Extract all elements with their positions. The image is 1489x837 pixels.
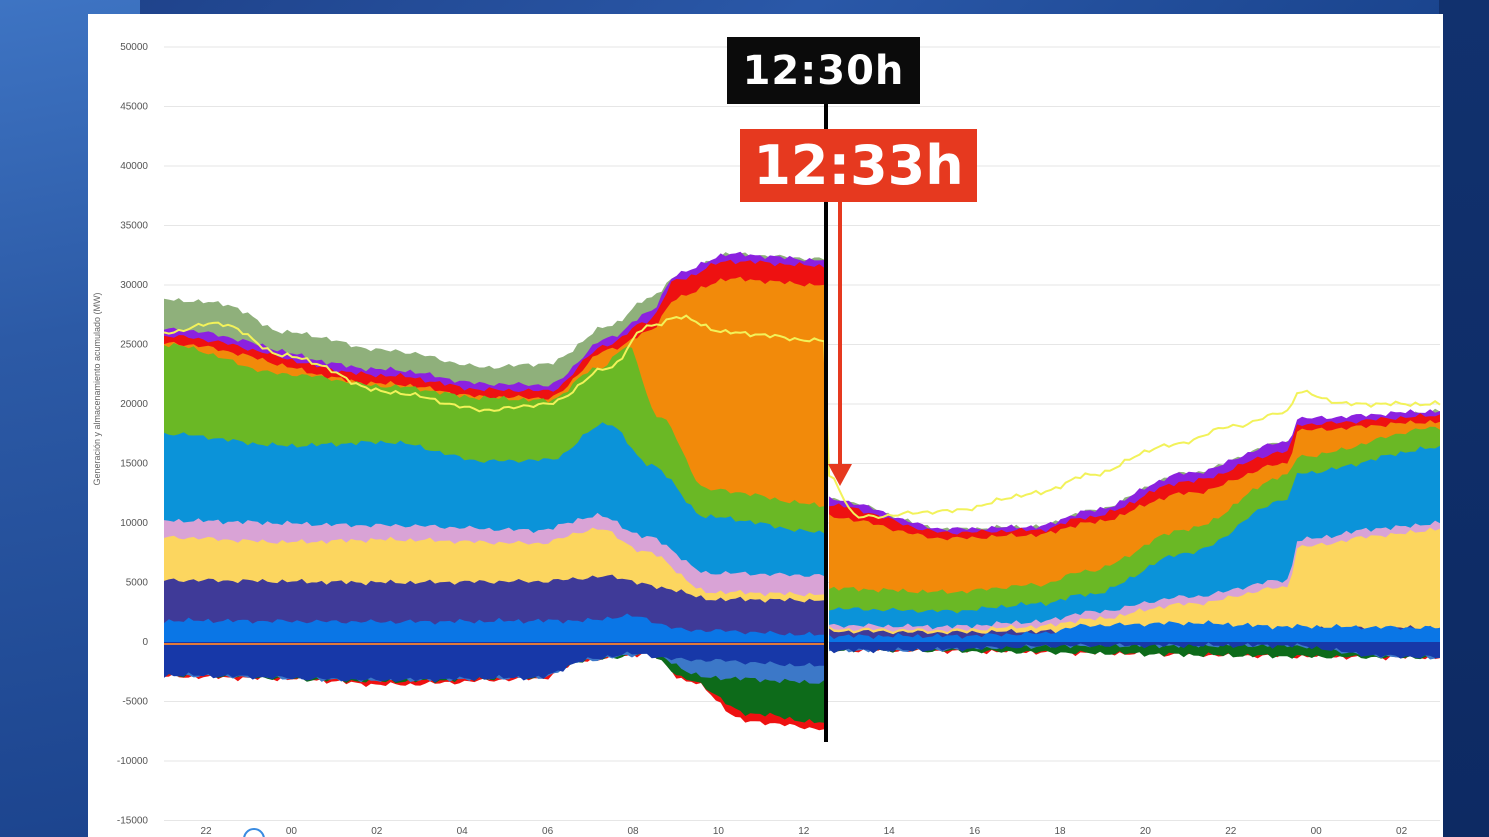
x-tick-label: 16 — [969, 826, 981, 837]
y-tick-label: 10000 — [120, 518, 148, 529]
y-tick-label: 5000 — [126, 578, 149, 589]
x-tick-label: 22 — [200, 826, 212, 837]
x-axis: 22 00 02 04 06 08 10 12 14 16 18 20 22 00 02 — [200, 826, 1408, 837]
x-tick-label: 02 — [371, 826, 383, 837]
x-tick-label: 02 — [1396, 826, 1408, 837]
y-tick-label: -10000 — [117, 756, 149, 767]
time-reported-badge: 12:30h — [727, 37, 920, 104]
time-markers — [824, 102, 852, 742]
y-tick-label: 50000 — [120, 42, 148, 53]
y-axis-label: Generación y almacenamiento acumulado (M… — [92, 292, 102, 485]
x-tick-label: 00 — [1311, 826, 1323, 837]
y-tick-label: 15000 — [120, 459, 148, 470]
demand-line — [163, 314, 1441, 519]
x-tick-label: 12 — [798, 826, 810, 837]
y-tick-label: 30000 — [120, 280, 148, 291]
x-tick-label: 14 — [884, 826, 896, 837]
x-tick-label: 20 — [1140, 826, 1152, 837]
x-tick-label: 22 — [1225, 826, 1237, 837]
x-tick-label: 10 — [713, 826, 725, 837]
y-tick-label: 0 — [142, 637, 148, 648]
time-event-badge: 12:33h — [740, 129, 977, 202]
x-tick-label: 00 — [286, 826, 298, 837]
chart-panel: 50000 45000 40000 35000 30000 25000 20000 15000… — [88, 14, 1443, 837]
navy-negative-area — [164, 642, 1440, 683]
scroll-handle-icon — [243, 828, 265, 837]
arrow-down-icon — [828, 464, 852, 486]
y-tick-label: 45000 — [120, 102, 148, 113]
y-axis: 5000045000400003500030000250002000015000… — [117, 42, 149, 827]
area-series — [163, 251, 1441, 731]
y-tick-label: 25000 — [120, 340, 148, 351]
y-tick-label: -5000 — [122, 697, 148, 708]
background-stripe-right — [1439, 0, 1489, 837]
y-tick-label: 35000 — [120, 221, 148, 232]
stacked-area-chart: 5000045000400003500030000250002000015000… — [92, 42, 1441, 837]
x-tick-label: 06 — [542, 826, 554, 837]
y-tick-label: -15000 — [117, 816, 149, 827]
y-tick-label: 40000 — [120, 161, 148, 172]
baseline-blue-area — [164, 613, 1440, 642]
y-tick-label: 20000 — [120, 399, 148, 410]
x-tick-label: 08 — [627, 826, 639, 837]
x-tick-label: 18 — [1054, 826, 1066, 837]
x-tick-label: 04 — [457, 826, 469, 837]
